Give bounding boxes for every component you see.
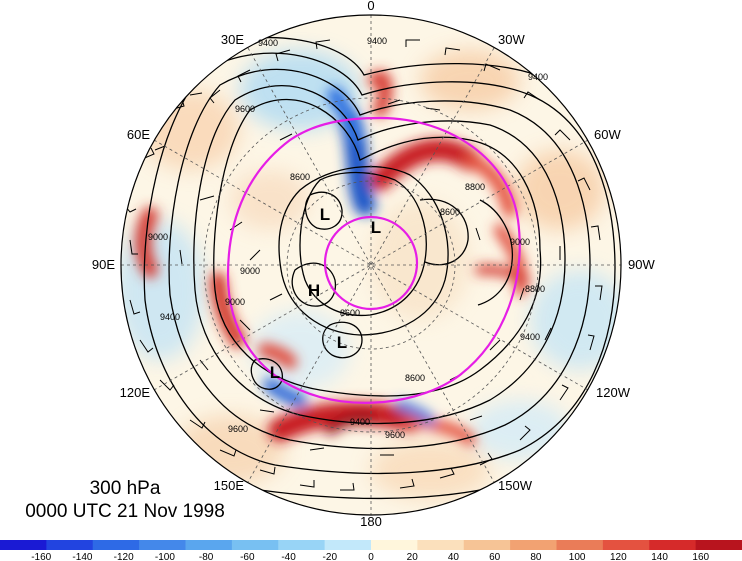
contour-label: 9000 (510, 237, 530, 247)
colorbar-tick-label: -100 (155, 552, 175, 561)
colorbar: -160 -140 -120 -100 -80 -60 -40 -20 0 20 40 60 80 100… (0, 540, 742, 561)
contour-label: 9000 (240, 266, 260, 276)
colorbar-tick-label: -120 (114, 552, 134, 561)
lon-label-90w: 90W (628, 257, 655, 272)
contour-label: 9400 (367, 36, 387, 46)
lon-label-0: 0 (367, 0, 374, 13)
contour-label: 9400 (520, 332, 540, 342)
colorbar-tick-label: -160 (31, 552, 51, 561)
contour-label: 8600 (405, 373, 425, 383)
contour-label: 8800 (465, 182, 485, 192)
colorbar-swatch (46, 540, 94, 550)
colorbar-ticks: -160 -140 -120 -100 -80 -60 -40 -20 0 20 40 60 80 100… (31, 552, 709, 561)
colorbar-swatches (0, 540, 742, 550)
colorbar-tick-label: -140 (72, 552, 92, 561)
contour-label: 9600 (385, 430, 405, 440)
contour-label: 9000 (148, 232, 168, 242)
lon-label-30e: 30E (221, 32, 244, 47)
valid-time-label: 0000 UTC 21 Nov 1998 (25, 501, 225, 522)
low-center-marker: L (270, 363, 280, 382)
colorbar-tick-label: 60 (489, 552, 501, 561)
colorbar-swatch (695, 540, 742, 550)
lon-label-60e: 60E (127, 127, 150, 142)
lon-label-150e: 150E (214, 478, 245, 493)
colorbar-swatch (139, 540, 186, 550)
colorbar-tick-label: 40 (448, 552, 460, 561)
contour-labels: 9400 9400 9400 9600 8600 8800 8600 9000 … (148, 36, 548, 440)
colorbar-swatch (231, 540, 279, 550)
low-center-marker: L (371, 218, 381, 237)
wind-barbs (121, 39, 603, 491)
contour-label: 8600 (290, 172, 310, 182)
pressure-centers: L L H L L (270, 205, 381, 382)
lon-label-60w: 60W (594, 127, 621, 142)
colorbar-swatch (278, 540, 326, 550)
contour-label: 8600 (340, 308, 360, 318)
map-disk (121, 15, 621, 515)
contour-label: 9400 (528, 72, 548, 82)
high-center-marker: H (308, 281, 320, 300)
contour-label: 9400 (350, 417, 370, 427)
colorbar-tick-label: 80 (530, 552, 542, 561)
contour-label: 8800 (525, 284, 545, 294)
contour-label: 9400 (258, 38, 278, 48)
colorbar-swatch (324, 540, 372, 550)
contour-label: 9600 (235, 104, 255, 114)
colorbar-swatch (0, 540, 47, 550)
low-center-marker: L (320, 205, 330, 224)
colorbar-tick-label: -40 (281, 552, 296, 561)
inner-reference-circle (323, 215, 419, 311)
contour-label: 8600 (440, 207, 460, 217)
lon-label-120e: 120E (120, 385, 151, 400)
contour-label: 9000 (225, 297, 245, 307)
outer-reference-circle (226, 116, 521, 404)
low-center-marker: L (337, 333, 347, 352)
contour-label: 9600 (228, 424, 248, 434)
colorbar-tick-label: 120 (610, 552, 627, 561)
lon-label-120w: 120W (596, 385, 631, 400)
longitude-labels: 0 30W 60W 90W 120W 150W 180 150E 120E 90… (92, 0, 656, 529)
colorbar-swatch (510, 540, 557, 550)
polar-map: 0 30W 60W 90W 120W 150W 180 150E 120E 90… (92, 0, 656, 529)
map-border (120, 14, 622, 516)
lon-label-180: 180 (360, 514, 382, 529)
colorbar-tick-label: -80 (199, 552, 214, 561)
colorbar-swatch (371, 540, 418, 550)
graticule (121, 15, 621, 515)
colorbar-swatch (417, 540, 465, 550)
colorbar-swatch (602, 540, 650, 550)
colorbar-swatch (649, 540, 697, 550)
reference-circles (226, 116, 521, 404)
pressure-level-label: 300 hPa (89, 478, 161, 499)
colorbar-swatch (185, 540, 233, 550)
colorbar-tick-label: 100 (569, 552, 586, 561)
colorbar-tick-label: 140 (651, 552, 668, 561)
contour-label: 9400 (160, 312, 180, 322)
colorbar-tick-label: 20 (407, 552, 419, 561)
colorbar-tick-label: 160 (692, 552, 709, 561)
colorbar-tick-label: -60 (240, 552, 255, 561)
lon-label-90e: 90E (92, 257, 115, 272)
lon-label-30w: 30W (498, 32, 525, 47)
colorbar-swatch (556, 540, 604, 550)
lon-label-150w: 150W (498, 478, 533, 493)
colorbar-swatch (92, 540, 140, 550)
colorbar-tick-label: -20 (323, 552, 338, 561)
colorbar-swatch (463, 540, 511, 550)
colorbar-tick-label: 0 (368, 552, 374, 561)
